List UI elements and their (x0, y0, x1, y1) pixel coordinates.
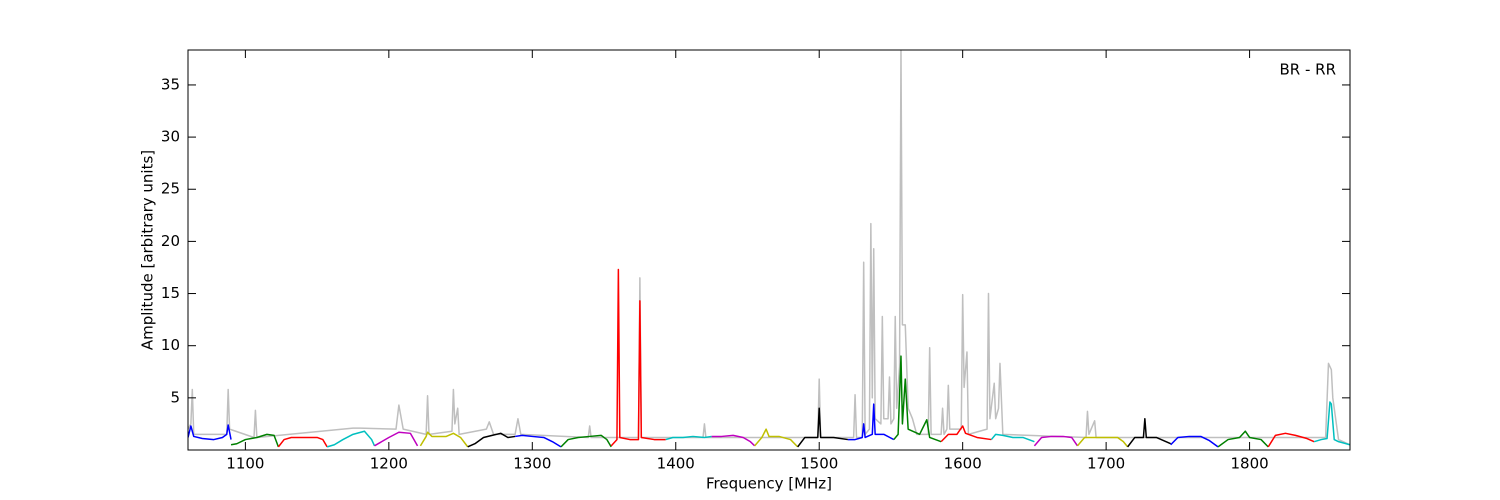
series-line (277, 436, 328, 448)
x-tick-label: 1400 (657, 455, 695, 473)
x-tick-label: 1600 (944, 455, 982, 473)
series-line (230, 433, 280, 448)
series-line (326, 430, 376, 448)
series-line (188, 50, 1350, 446)
series-line (754, 428, 799, 448)
series-line (1170, 435, 1219, 448)
series-line (847, 403, 895, 441)
x-tick-label: 1500 (800, 455, 838, 473)
y-tick-label: 35 (161, 75, 180, 93)
x-tick-label: 1100 (226, 455, 264, 473)
series-line (514, 434, 562, 448)
plot-area (188, 50, 1350, 450)
series-line (711, 434, 756, 447)
y-tick-label: 25 (161, 180, 180, 198)
x-tick-label: 1700 (1087, 455, 1125, 473)
series-line (610, 268, 666, 447)
annotation: BR - RR (1279, 61, 1336, 79)
series-line (1267, 432, 1315, 448)
x-tick-label: 1300 (513, 455, 551, 473)
series-line (1313, 401, 1350, 446)
x-tick-label: 1200 (370, 455, 408, 473)
series-line (893, 355, 942, 443)
y-tick-label: 15 (161, 284, 180, 302)
y-tick-label: 20 (161, 232, 180, 250)
series-line (665, 435, 712, 441)
y-tick-label: 5 (170, 388, 180, 406)
series-line (1076, 436, 1129, 448)
series-line (1217, 430, 1269, 448)
y-tick-label: 10 (161, 336, 180, 354)
y-tick-label: 30 (161, 128, 180, 146)
series-line (1127, 417, 1171, 448)
x-axis-label: Frequency [MHz] (706, 475, 832, 493)
series-line (560, 434, 612, 448)
series-line (419, 431, 469, 448)
x-tick-label: 1800 (1230, 455, 1268, 473)
series-line (797, 407, 849, 448)
series-line (374, 431, 419, 447)
series-line (188, 424, 232, 441)
series-line (467, 432, 516, 448)
series-line (940, 425, 992, 443)
axes-frame (187, 49, 1351, 451)
series-line (1033, 435, 1079, 447)
series-line (990, 433, 1035, 443)
y-axis-label: Amplitude [arbitrary units] (139, 150, 157, 350)
plot-lines (188, 50, 1350, 448)
